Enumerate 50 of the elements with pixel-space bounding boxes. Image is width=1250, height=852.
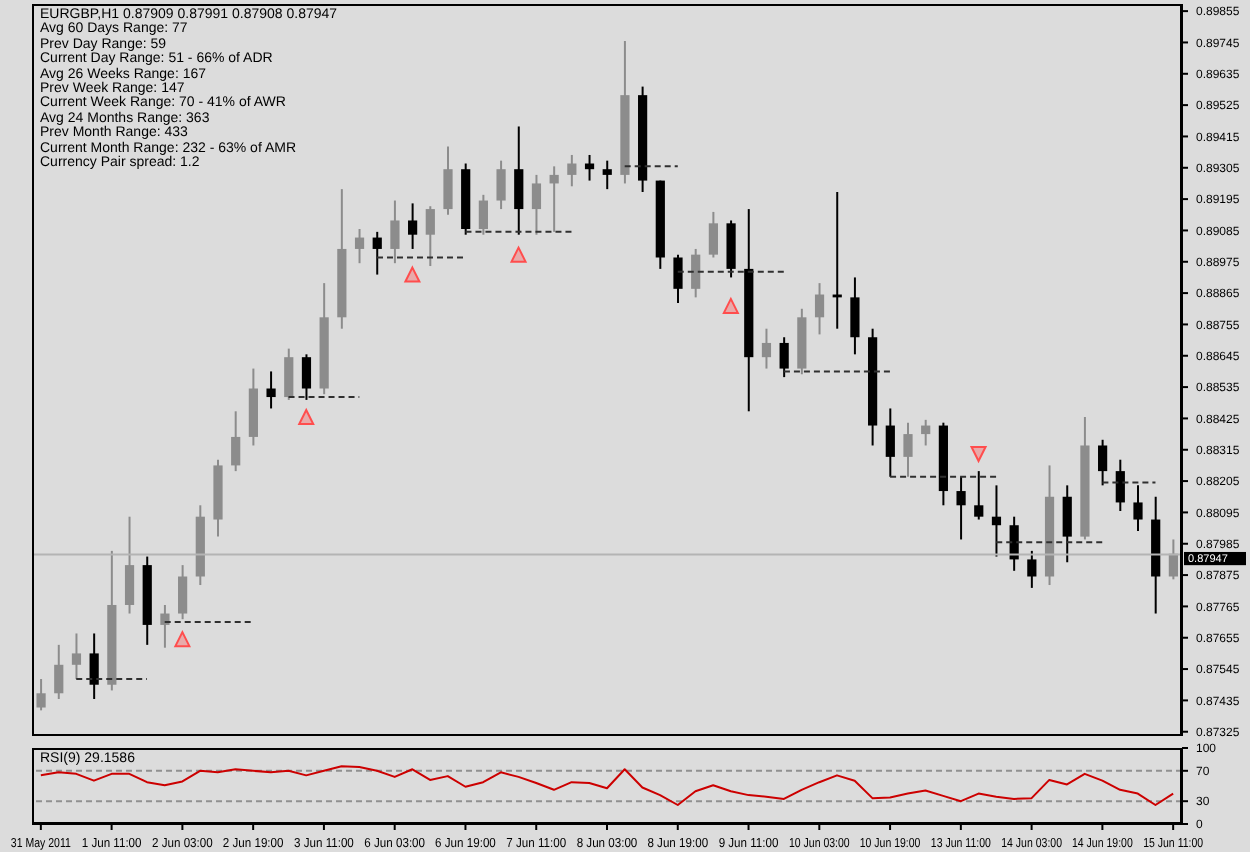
candlestick	[673, 253, 683, 305]
candlestick	[921, 418, 931, 447]
candlestick	[691, 247, 701, 299]
candlestick	[178, 564, 188, 621]
candlestick	[160, 603, 170, 649]
candlestick	[354, 228, 365, 265]
point	[174, 631, 191, 648]
candlestick	[266, 370, 276, 410]
candlestick	[1133, 484, 1143, 532]
candlestick	[496, 159, 506, 211]
candlestick	[903, 421, 913, 478]
candlestick	[1098, 438, 1108, 487]
point	[722, 297, 739, 314]
point	[404, 266, 421, 283]
candlestick	[89, 632, 99, 700]
candlestick	[284, 347, 294, 401]
candlestick	[602, 159, 612, 191]
candlestick	[390, 199, 400, 265]
candlestick	[726, 219, 736, 279]
candlestick	[231, 410, 241, 473]
candlestick	[761, 327, 772, 370]
point	[510, 246, 527, 263]
candlestick	[991, 484, 1002, 558]
candlestick	[408, 202, 418, 250]
candlestick	[567, 153, 577, 188]
candlestick	[1027, 549, 1037, 589]
candlestick	[478, 193, 488, 236]
candlestick	[514, 125, 524, 236]
line-series	[39, 765, 1175, 806]
candlestick	[850, 276, 860, 356]
candlestick	[301, 353, 312, 401]
candlestick	[372, 230, 382, 276]
candlestick	[531, 173, 542, 236]
candlestick	[814, 282, 825, 336]
candlestick	[54, 643, 64, 700]
candlestick	[124, 515, 135, 615]
candlestick	[549, 165, 559, 233]
candlestick	[779, 336, 789, 379]
candlestick	[956, 475, 966, 541]
candlestick	[708, 210, 718, 259]
point	[298, 409, 315, 425]
candlestick	[974, 470, 984, 521]
candlestick	[71, 632, 82, 681]
candlestick	[443, 145, 453, 216]
candlestick	[36, 678, 46, 712]
candlestick	[885, 407, 895, 478]
candlestick	[1115, 458, 1125, 512]
candlestick	[425, 205, 435, 268]
point	[970, 446, 987, 463]
candlestick	[1062, 484, 1072, 564]
